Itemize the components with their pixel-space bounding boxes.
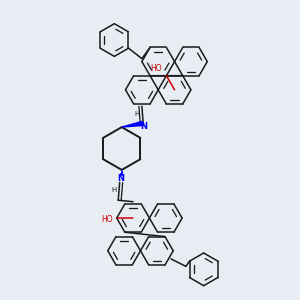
Text: H: H (112, 187, 117, 193)
Text: N: N (140, 122, 147, 131)
Text: HO: HO (150, 64, 162, 73)
Polygon shape (122, 122, 143, 127)
Text: H: H (134, 111, 139, 117)
Text: N: N (118, 174, 125, 183)
Text: HO: HO (101, 215, 113, 224)
